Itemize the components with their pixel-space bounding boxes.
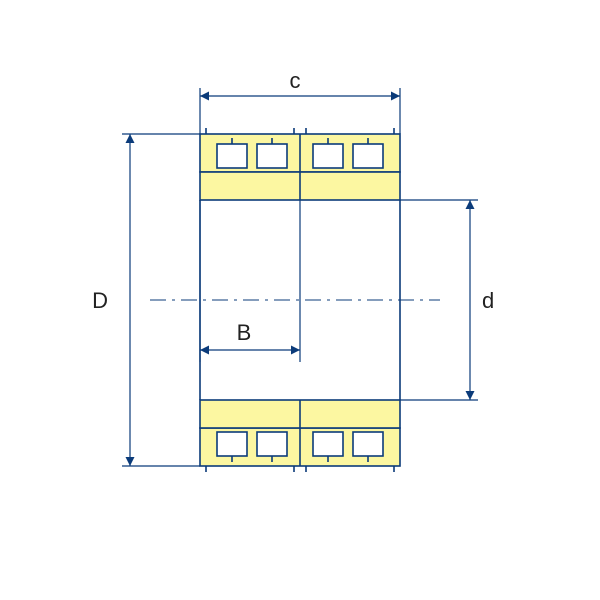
dim-label-d: d: [482, 288, 494, 313]
dim-label-c: c: [290, 68, 301, 93]
bearing-diagram: c B Dd: [0, 0, 600, 600]
dim-label-D: D: [92, 288, 108, 313]
dim-label-B: B: [237, 320, 252, 345]
